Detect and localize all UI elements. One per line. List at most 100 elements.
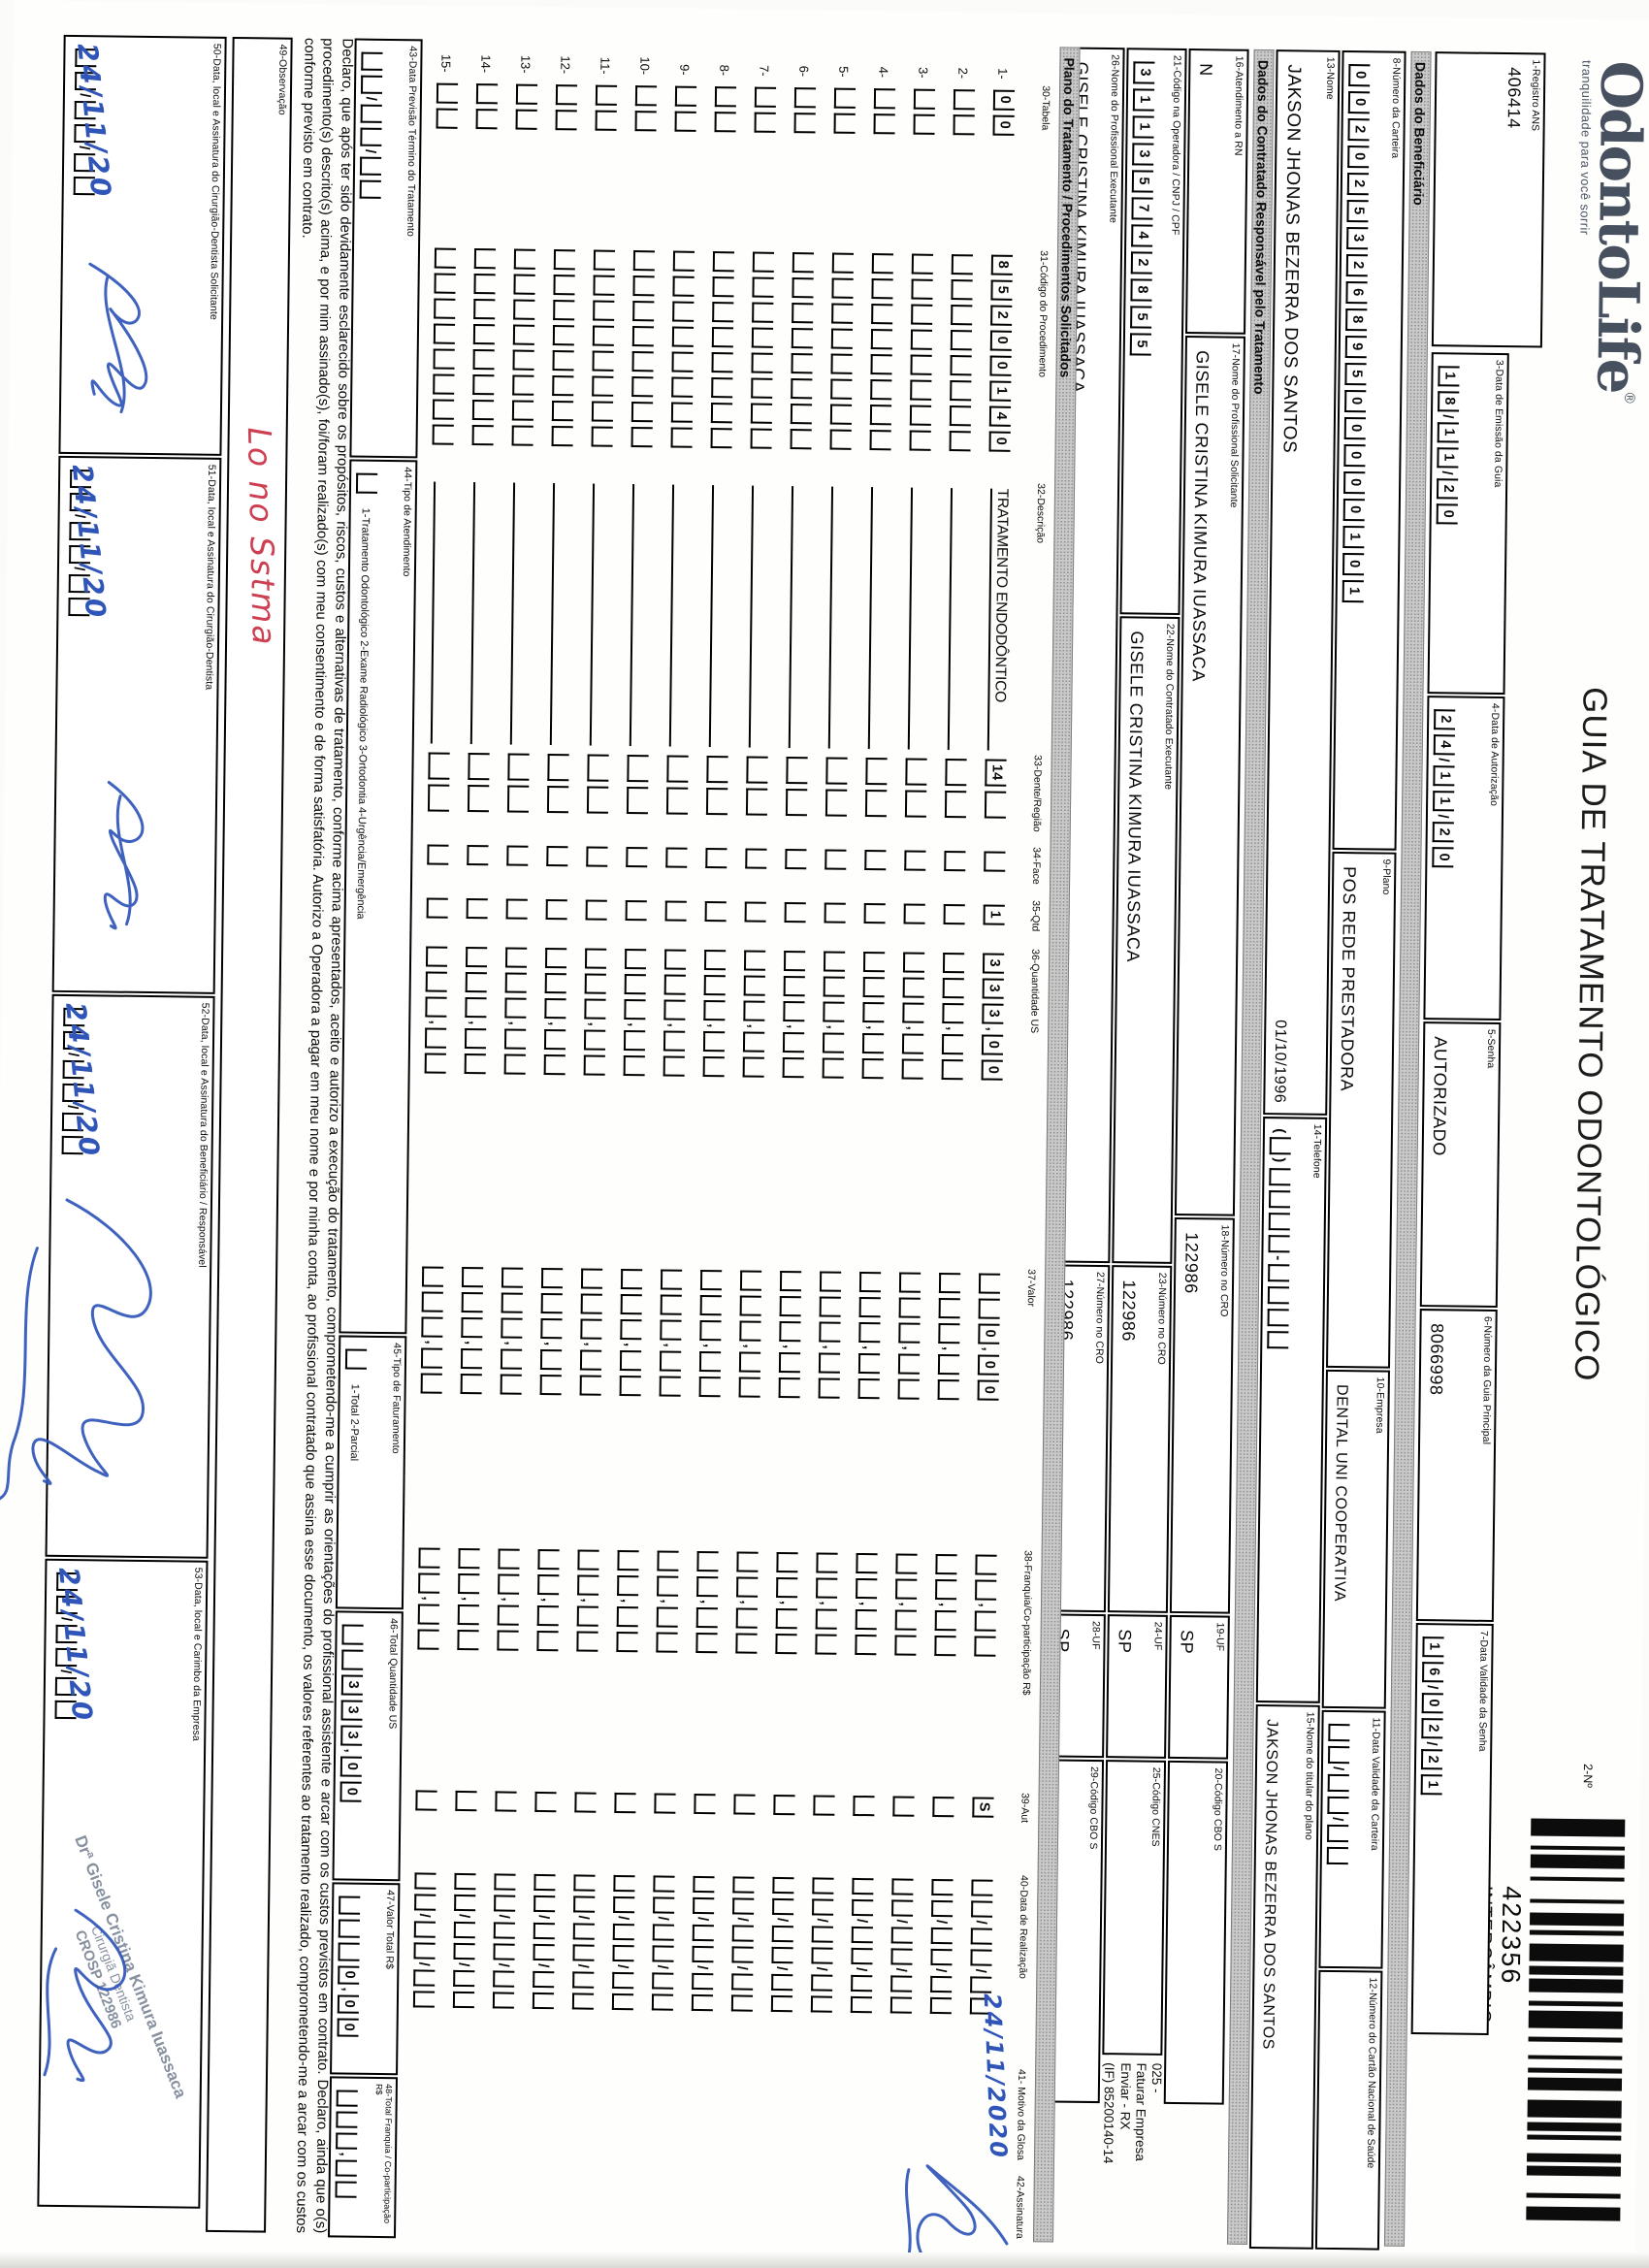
comb-cell: 1	[989, 380, 1012, 402]
comb-cell	[593, 300, 615, 321]
stamp-line: Cirurgiã Dentista	[87, 1923, 140, 2024]
comb-cell	[898, 1296, 921, 1318]
row-number: 7-	[757, 65, 772, 77]
odontolife-logo: OdontoLife® tranquilidade para você sorr…	[1575, 60, 1649, 404]
table-cell	[892, 1793, 915, 1818]
comb-cell	[812, 1876, 834, 1895]
comb-cell	[930, 1948, 953, 1965]
comb-cell: 1	[1342, 525, 1365, 548]
comb-cell	[475, 108, 498, 129]
table-cell: 8 5 2 0 0 1 4 0	[988, 252, 1014, 454]
table-column-header: 36-Quantidade US	[1028, 949, 1042, 1034]
comb-cell	[811, 1926, 833, 1943]
field-value: GISELE CRISTINA KIMURA IUASSACA	[1188, 350, 1212, 683]
comb-cell	[894, 1635, 917, 1656]
field-value: SP	[1115, 1629, 1135, 1654]
comb-cell	[360, 127, 382, 146]
comb-cell	[497, 1604, 519, 1626]
table-cell: ,	[857, 1269, 882, 1401]
table-column-header: 38-Franquia/Co-participação R$	[1019, 1550, 1034, 1696]
comb-cell	[831, 277, 854, 299]
comb-cell	[553, 274, 575, 295]
comb-cell	[692, 1945, 714, 1962]
comb-cell	[937, 1353, 960, 1375]
comb-cell	[892, 1795, 915, 1817]
table-cell	[733, 1791, 756, 1816]
comb-cell	[745, 788, 768, 816]
comb-cell	[910, 379, 932, 401]
comb-cell: 0	[977, 1354, 1000, 1376]
table-cell: 333,00	[981, 951, 1005, 1083]
comb-cell	[513, 248, 536, 270]
table-column-header: 31-Código do Procedimento	[1036, 250, 1051, 378]
comb-cell	[897, 1353, 921, 1375]
comb-separator: /	[1435, 758, 1452, 762]
comb-cell	[913, 88, 936, 110]
comb-cell	[929, 1996, 953, 2015]
comb-cell	[829, 429, 852, 450]
comb-cell: 0	[1432, 847, 1454, 868]
comb-cell	[698, 1376, 721, 1397]
comb-cell	[889, 1996, 913, 2014]
comb-cell	[434, 273, 456, 294]
comb-separator: ,	[542, 1341, 560, 1346]
table-cell: S	[972, 1794, 994, 1819]
comb-cell	[573, 1895, 596, 1913]
comb-cell	[335, 2181, 357, 2198]
comb-cell: 2	[990, 305, 1013, 326]
comb-cell	[792, 251, 815, 273]
comb-cell	[904, 790, 927, 818]
comb-cell	[666, 755, 689, 783]
table-cell: //	[889, 1875, 914, 2016]
comb-cell	[540, 1317, 563, 1339]
comb-cell	[732, 1896, 755, 1915]
comb-cell	[831, 252, 855, 274]
comb-cell	[500, 1374, 522, 1395]
comb-cell	[551, 400, 574, 421]
comb-cell	[426, 897, 448, 919]
comb-cell	[894, 1609, 917, 1631]
comb-cell	[532, 1992, 555, 2010]
field-empresa: 10-Empresa DENTAL UNI COOPERATIVA	[1321, 1369, 1390, 1709]
comb-separator: ,	[622, 1342, 639, 1347]
comb-cell	[663, 974, 686, 995]
table-cell: ,	[543, 945, 567, 1077]
comb-cell	[620, 1268, 643, 1289]
comb-cell	[904, 850, 926, 871]
comb-field: //	[359, 49, 383, 202]
comb-separator: ,	[463, 1340, 480, 1345]
comb-cell	[579, 1375, 601, 1396]
comb-cell	[617, 1549, 639, 1571]
field-label: 21-Código na Operadora / CNPJ / CPF	[1169, 54, 1183, 236]
comb-cell	[911, 304, 933, 325]
comb-cell	[630, 426, 653, 447]
comb-cell	[785, 788, 808, 816]
table-cell	[614, 1790, 636, 1815]
comb-cell	[507, 753, 530, 781]
comb-cell	[453, 1942, 475, 1960]
comb-cell	[1327, 1796, 1349, 1814]
field-label: 15-Nome do titular do plano	[1303, 1711, 1316, 1841]
comb-cell	[580, 1317, 602, 1340]
field-label: 8-Número da Carteira	[1389, 57, 1403, 159]
table-cell	[415, 1787, 437, 1812]
comb-cell	[595, 84, 618, 106]
comb-cell	[830, 378, 853, 400]
description-underline	[708, 485, 715, 748]
comb-cell	[746, 756, 768, 784]
comb-separator: /	[415, 1961, 433, 1966]
signature-box-cirurgiao-dentista: 51-Data, local e Assinatura do Cirurgião…	[51, 455, 222, 994]
comb-cell	[336, 2089, 358, 2107]
comb-cell	[467, 844, 489, 865]
field-label: 48-Total Franquia / Co-participação R$	[373, 2083, 394, 2224]
comb-cell	[612, 1971, 634, 1990]
comb-cell	[1328, 1745, 1350, 1764]
printed-billing-note: 025 - Faturar Empresa Enviar - RX (IF) 8…	[1100, 2062, 1164, 2164]
comb-cell	[620, 1293, 642, 1314]
table-cell: ,	[742, 948, 766, 1080]
field-legend: 1-Total 2-Parcial	[347, 1383, 361, 1462]
comb-cell	[656, 1606, 678, 1628]
table-cell	[626, 844, 648, 869]
table-cell: //	[412, 1869, 436, 2010]
table-cell: ,	[894, 1550, 918, 1657]
